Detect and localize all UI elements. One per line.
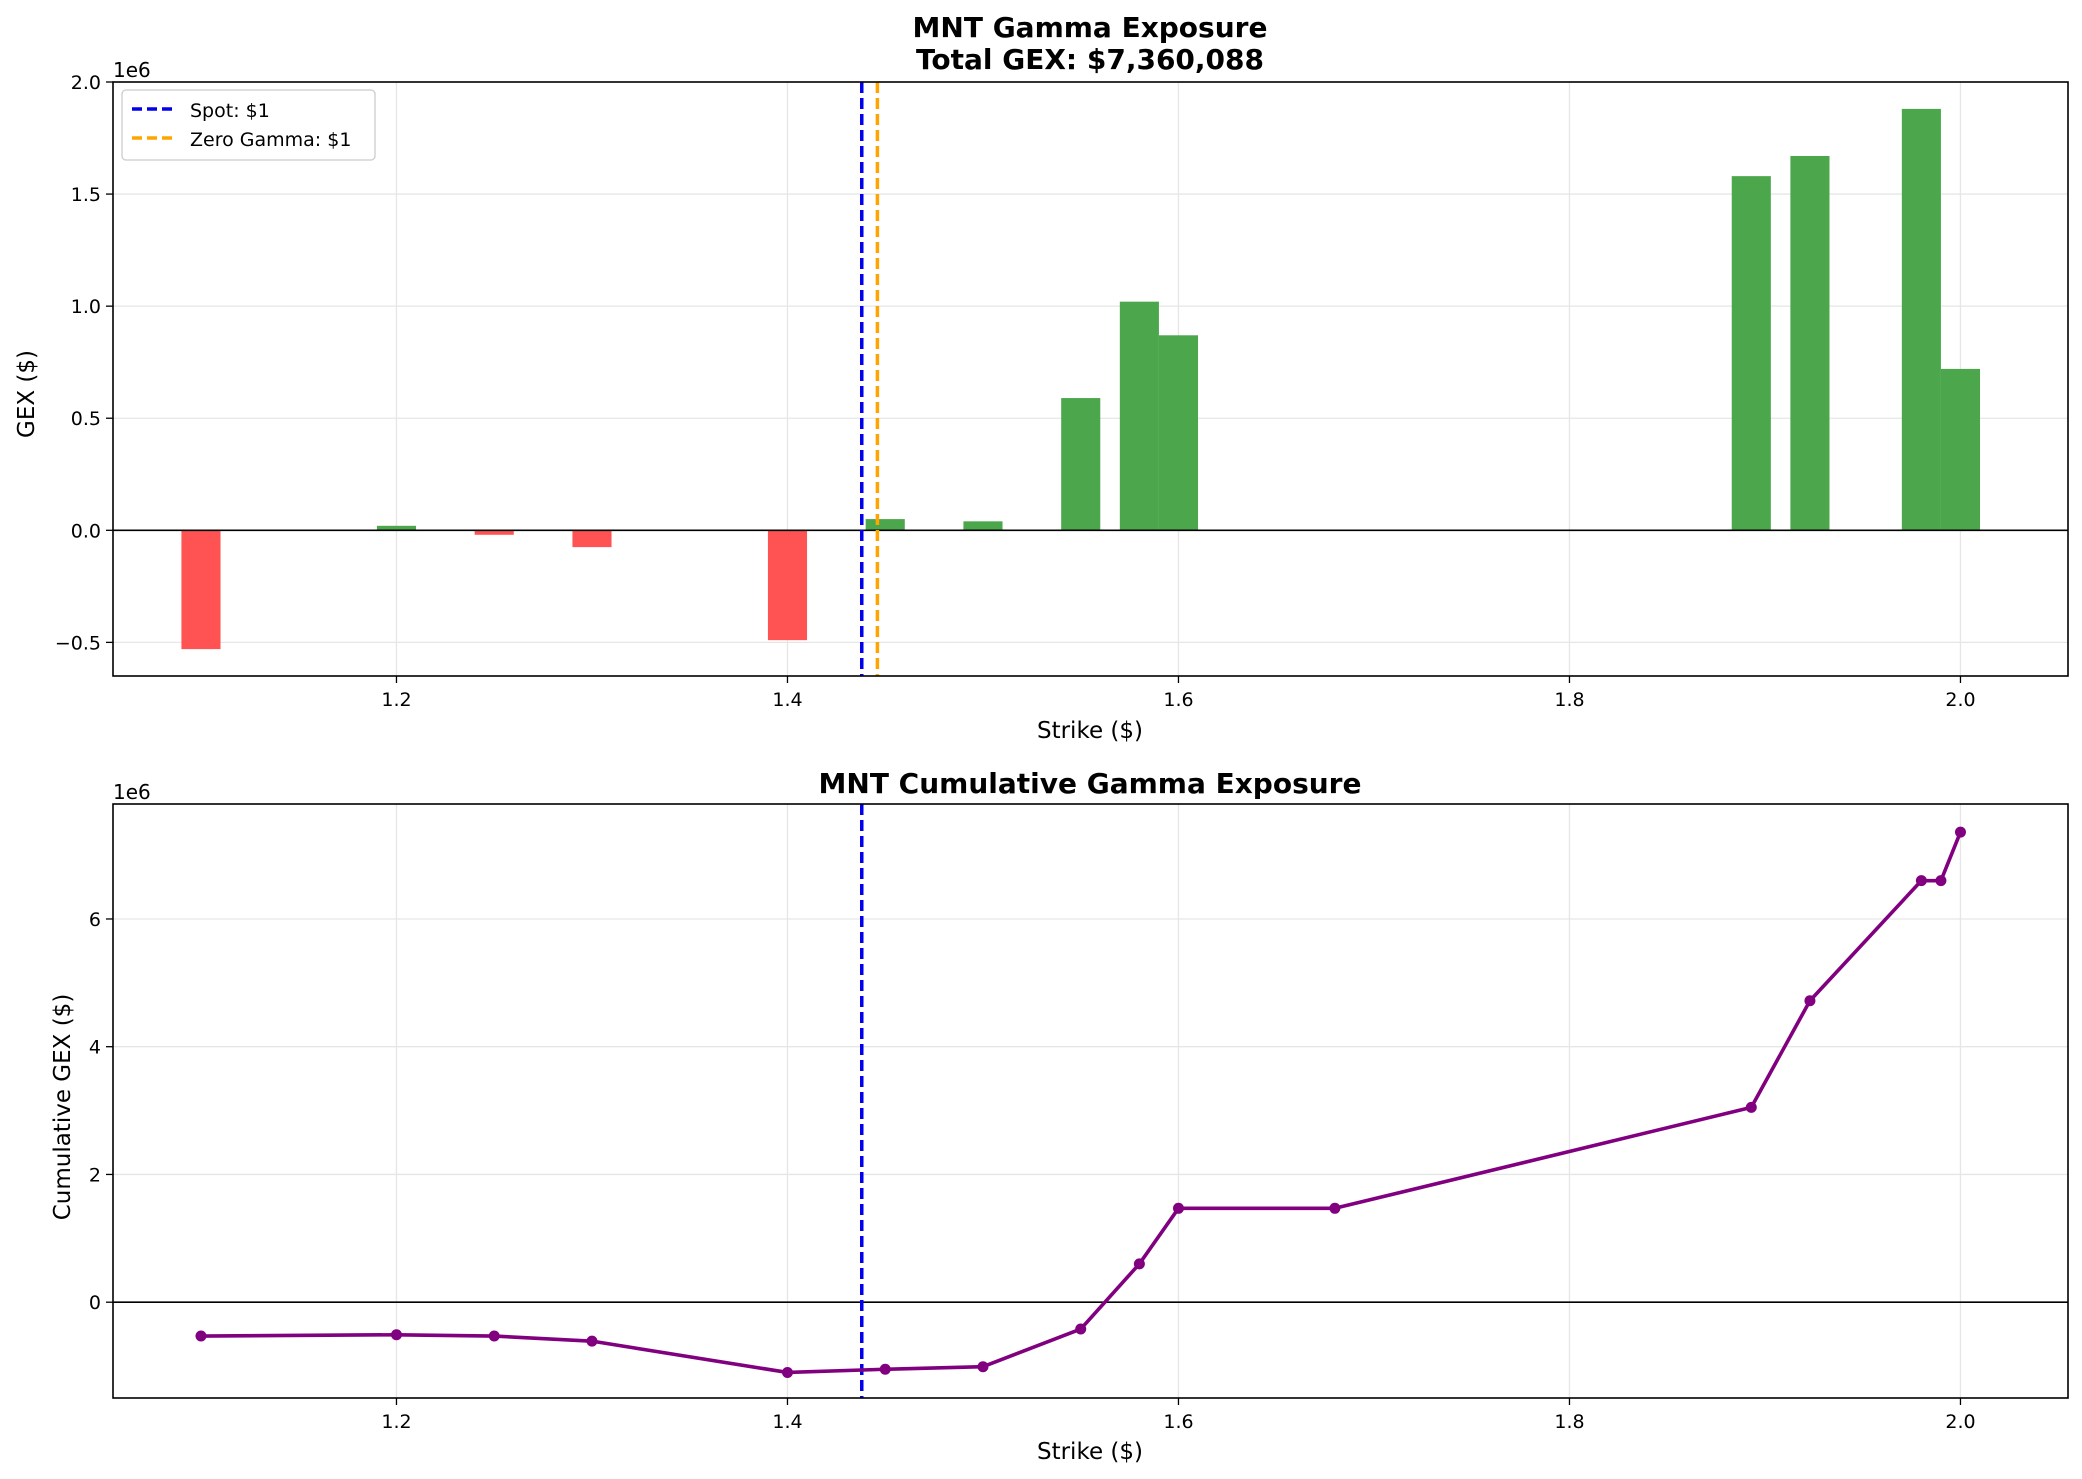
chart2-x-tick-label: 1.4 xyxy=(772,1411,802,1433)
chart2-x-tick-label: 1.8 xyxy=(1554,1411,1584,1433)
cumulative-gex-point xyxy=(1954,826,1966,838)
cumulative-gex-point xyxy=(781,1366,793,1378)
chart1-title-line1: MNT Gamma Exposure xyxy=(913,11,1268,44)
chart1-x-tick-label: 2.0 xyxy=(1945,689,1975,711)
chart2-x-ticks: 1.2 1.4 1.6 1.8 2.0 xyxy=(381,1398,1976,1433)
gex-bar xyxy=(572,530,612,548)
gex-bar xyxy=(865,519,905,531)
gex-bar xyxy=(1790,155,1830,531)
chart1-y-tick-label: −0.5 xyxy=(55,632,101,654)
gex-bar xyxy=(376,525,417,531)
chart1-x-ticks: 1.2 1.4 1.6 1.8 2.0 xyxy=(381,676,1976,711)
gex-bar xyxy=(1158,335,1199,531)
gex-bar xyxy=(1940,368,1981,531)
chart2-series xyxy=(195,826,1966,1378)
chart2-y-tick-label: 6 xyxy=(89,909,101,931)
chart1-legend: Spot: $1 Zero Gamma: $1 xyxy=(121,89,376,161)
chart2-y-tick-label: 4 xyxy=(89,1037,101,1059)
chart1-x-tick-label: 1.6 xyxy=(1163,689,1193,711)
cumulative-gex-point xyxy=(1075,1323,1087,1335)
cumulative-gex-point xyxy=(977,1361,989,1373)
cumulative-gamma-exposure-chart: MNT Cumulative Gamma Exposure 1e6 1.2 1.4… xyxy=(50,767,2069,1465)
cumulative-gex-point xyxy=(1804,995,1816,1007)
chart1-y-axis-label: GEX ($) xyxy=(14,350,40,438)
chart2-y-tick-label: 0 xyxy=(89,1292,101,1314)
chart1-y-offset-label: 1e6 xyxy=(113,58,151,82)
chart1-plot-frame xyxy=(112,81,2069,677)
gamma-exposure-chart: MNT Gamma Exposure Total GEX: $7,360,088… xyxy=(14,11,2069,744)
chart1-y-tick-label: 2.0 xyxy=(71,72,101,94)
cumulative-gex-line xyxy=(200,831,1963,1375)
cumulative-gex-point xyxy=(1133,1258,1145,1270)
chart2-x-axis-label: Strike ($) xyxy=(1037,1439,1143,1465)
gex-bar xyxy=(474,530,514,535)
chart1-x-tick-label: 1.2 xyxy=(381,689,411,711)
legend-box xyxy=(121,89,376,161)
cumulative-gex-point xyxy=(1172,1202,1184,1214)
gex-bar xyxy=(767,530,808,641)
chart2-x-tick-label: 1.6 xyxy=(1163,1411,1193,1433)
legend-spot-label: Spot: $1 xyxy=(190,100,270,122)
cumulative-gex-point xyxy=(1935,875,1947,887)
chart2-x-tick-label: 2.0 xyxy=(1945,1411,1975,1433)
cumulative-gex-point xyxy=(1745,1101,1757,1113)
chart1-y-tick-label: 0.5 xyxy=(71,408,101,430)
chart1-y-ticks: −0.5 0.0 0.5 1.0 1.5 2.0 xyxy=(55,72,113,654)
gex-bar xyxy=(1061,398,1101,531)
chart1-x-tick-label: 1.4 xyxy=(772,689,802,711)
cumulative-gex-point xyxy=(488,1330,500,1342)
gex-bar xyxy=(181,530,221,650)
gex-bar xyxy=(1901,108,1941,531)
cumulative-gex-point xyxy=(1329,1202,1341,1214)
gex-bar xyxy=(1731,176,1771,531)
gex-bar xyxy=(963,521,1003,531)
chart2-y-offset-label: 1e6 xyxy=(113,780,151,804)
cumulative-gex-point xyxy=(586,1335,598,1347)
cumulative-gex-point xyxy=(195,1330,207,1342)
chart1-title-line2: Total GEX: $7,360,088 xyxy=(916,43,1264,76)
chart1-x-axis-label: Strike ($) xyxy=(1037,718,1143,744)
chart2-plot-frame xyxy=(112,803,2069,1399)
cumulative-gex-point xyxy=(1915,875,1927,887)
cumulative-gex-point xyxy=(879,1363,891,1375)
chart2-x-tick-label: 1.2 xyxy=(381,1411,411,1433)
chart1-y-tick-label: 1.5 xyxy=(71,184,101,206)
chart1-reference-lines xyxy=(860,82,880,676)
chart1-y-tick-label: 1.0 xyxy=(71,296,101,318)
chart2-y-axis-label: Cumulative GEX ($) xyxy=(50,994,76,1221)
gex-bar xyxy=(1119,301,1159,531)
cumulative-gex-point xyxy=(390,1329,402,1341)
chart2-title: MNT Cumulative Gamma Exposure xyxy=(819,767,1362,800)
chart1-y-tick-label: 0.0 xyxy=(71,520,101,542)
chart2-y-ticks: 0 2 4 6 xyxy=(89,909,113,1314)
chart2-y-tick-label: 2 xyxy=(89,1164,101,1186)
chart1-x-tick-label: 1.8 xyxy=(1554,689,1584,711)
chart1-bars xyxy=(181,108,1981,650)
legend-zero-gamma-label: Zero Gamma: $1 xyxy=(190,129,351,151)
